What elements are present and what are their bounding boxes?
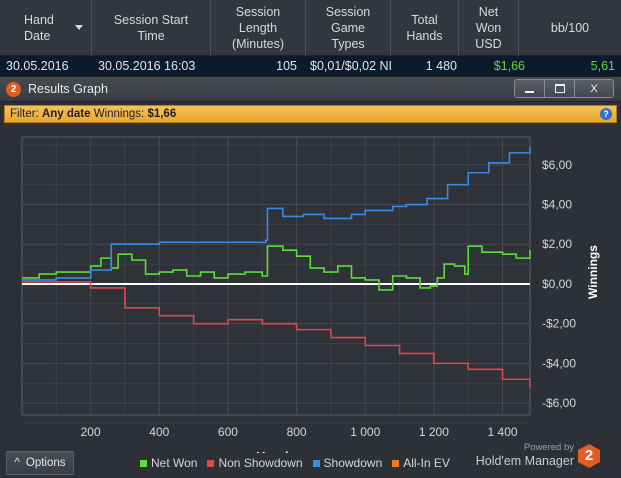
x-tick-label: 1 200 [419,425,449,439]
legend-label: All-In EV [403,456,450,470]
legend-item[interactable]: Non Showdown [207,456,303,470]
cell-net-won: $1,66 [493,59,525,73]
minimize-button[interactable] [515,80,546,97]
y-tick-label: $4,00 [542,198,572,212]
cell-length: 105 [276,59,297,73]
filter-date: Any date [41,108,91,120]
table-header: Hand Date Session Start Time Session Len… [0,0,621,56]
col-label: Session Game Types [325,5,371,51]
chart-legend: Net Won Non Showdown Showdown All-In EV [140,456,450,470]
y-tick-label: $0,00 [542,277,572,291]
brand-logo: Powered by Hold'em Manager 2 [475,442,602,474]
maximize-button[interactable] [545,80,576,97]
plot-background [21,136,531,416]
results-graph-window: 2 Results Graph X Filter: Any date Winni… [0,76,621,478]
x-tick-label: 800 [287,425,307,439]
col-session-start-time[interactable]: Session Start Time [92,0,211,56]
col-label: Hand Date [24,13,54,43]
app-logo-icon: 2 [6,82,21,97]
cell-bb100: 5,61 [590,59,615,73]
filter-winnings-label: Winnings: [93,108,145,120]
close-button[interactable]: X [575,80,613,97]
col-label: Net Won USD [475,5,502,51]
series-line [22,245,531,291]
y-tick-label: -$2,00 [542,317,576,331]
chart-area: $6,00 $4,00 $2,00 $0,00 -$2,00 -$4,00 -$6,00 20… [0,125,621,464]
legend-item[interactable]: Showdown [312,456,383,470]
y-tick-label: -$4,00 [542,356,576,370]
y-axis-label: Winnings [586,245,600,299]
legend-item[interactable]: All-In EV [392,456,450,470]
y-tick-label: -$6,00 [542,396,576,410]
legend-swatch [392,459,400,467]
window-titlebar[interactable]: 2 Results Graph X [0,77,621,102]
col-net-won-usd[interactable]: Net Won USD [459,0,519,56]
legend-swatch [207,459,215,467]
chevron-up-icon: ^ [14,457,20,469]
minimize-icon [525,90,535,93]
y-tick-label: $6,00 [542,158,572,172]
col-label: Total Hands [406,13,443,43]
brand-name: Hold'em Manager [475,454,574,468]
x-tick-label: 1 000 [350,425,380,439]
cell-hand-date: 30.05.2016 [6,59,69,73]
col-label: Session Start Time [113,13,189,43]
cell-start-time: 30.05.2016 16:03 [98,59,196,73]
x-tick-label: 400 [149,425,169,439]
legend-swatch [140,459,147,467]
filter-text: Filter: Any date Winnings: $1,66 [10,108,176,120]
legend-item[interactable]: Net Won [140,456,197,470]
table-row[interactable]: 30.05.2016 30.05.2016 16:03 105 $0,01/$0… [0,56,621,76]
cell-total-hands: 1 480 [425,59,457,73]
sort-arrow-icon[interactable] [75,25,83,30]
x-tick-label: 1 400 [488,425,518,439]
results-chart: $6,00 $4,00 $2,00 $0,00 -$2,00 -$4,00 -$6,00 20… [21,136,600,464]
series-line [22,281,531,388]
series-line [22,146,531,281]
col-label: Session Length (Minutes) [231,5,285,51]
filter-bar: Filter: Any date Winnings: $1,66 ? [4,105,617,123]
y-tick-label: $2,00 [542,237,572,251]
filter-winnings: $1,66 [147,108,177,120]
window-controls: X [514,79,614,98]
bottom-bar: ^ Options Net Won Non Showdown Showdown … [0,442,621,478]
help-icon[interactable]: ? [600,108,612,120]
col-hand-date[interactable]: Hand Date [0,0,92,56]
filter-prefix: Filter: [10,108,39,120]
col-bb100[interactable]: bb/100 [519,0,621,56]
brand-hex-icon: 2 [578,444,600,468]
col-label: bb/100 [550,21,590,35]
x-tick-label: 200 [81,425,101,439]
legend-label: Non Showdown [218,456,303,470]
col-session-game-types[interactable]: Session Game Types [306,0,391,56]
close-icon: X [590,82,598,95]
legend-swatch [312,459,320,467]
legend-label: Showdown [323,456,383,470]
window-title: Results Graph [28,82,108,96]
options-button[interactable]: ^ Options [6,451,74,475]
options-label: Options [25,457,66,469]
legend-label: Net Won [151,456,198,470]
col-total-hands[interactable]: Total Hands [391,0,459,56]
col-session-length[interactable]: Session Length (Minutes) [211,0,306,56]
powered-by-text: Powered by [523,442,574,453]
x-tick-label: 600 [218,425,238,439]
maximize-icon [554,84,565,93]
cell-game-types: $0,01/$0,02 NI [310,59,393,73]
